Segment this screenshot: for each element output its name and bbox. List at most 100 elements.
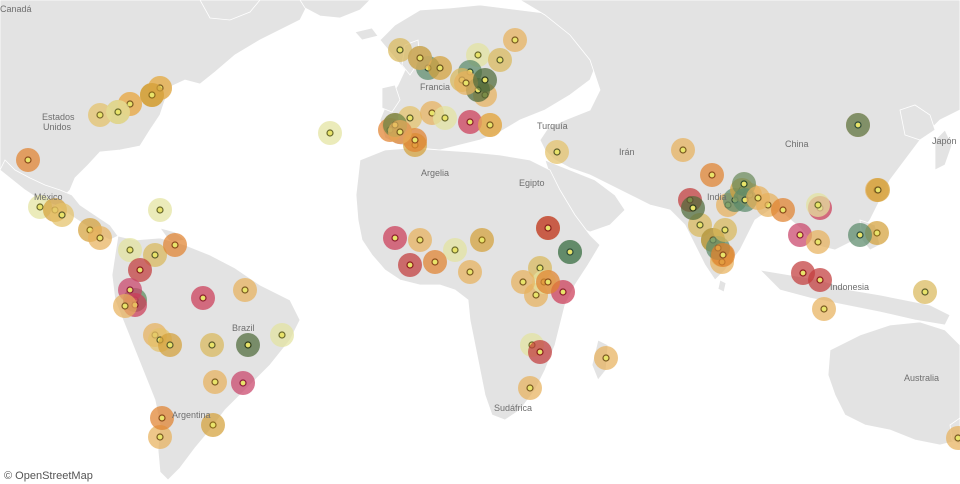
location-marker[interactable] (946, 426, 960, 450)
location-marker[interactable] (16, 148, 40, 172)
location-marker[interactable] (458, 260, 482, 284)
marker-center-dot (126, 100, 134, 108)
location-marker[interactable] (558, 240, 582, 264)
location-marker[interactable] (808, 268, 832, 292)
location-marker[interactable] (318, 121, 342, 145)
marker-center-dot (451, 246, 459, 254)
location-marker[interactable] (511, 270, 535, 294)
marker-center-dot (532, 291, 540, 299)
location-marker[interactable] (518, 376, 542, 400)
marker-center-dot (474, 51, 482, 59)
location-marker[interactable] (443, 238, 467, 262)
location-marker[interactable] (470, 228, 494, 252)
location-marker[interactable] (163, 233, 187, 257)
location-marker[interactable] (191, 286, 215, 310)
marker-center-dot (816, 276, 824, 284)
marker-center-dot (326, 129, 334, 137)
location-marker[interactable] (50, 203, 74, 227)
location-marker[interactable] (398, 253, 422, 277)
label-usa: Estados Unidos (42, 112, 75, 132)
marker-center-dot (679, 146, 687, 154)
marker-center-dot (854, 121, 862, 129)
location-marker[interactable] (408, 46, 432, 70)
location-marker[interactable] (88, 226, 112, 250)
location-marker[interactable] (848, 223, 872, 247)
marker-center-dot (754, 194, 762, 202)
location-marker[interactable] (681, 196, 705, 220)
location-marker[interactable] (143, 243, 167, 267)
location-marker[interactable] (536, 270, 560, 294)
location-marker[interactable] (233, 278, 257, 302)
marker-center-dot (209, 421, 217, 429)
marker-center-dot (814, 238, 822, 246)
location-marker[interactable] (236, 333, 260, 357)
location-marker[interactable] (454, 71, 478, 95)
marker-center-dot (24, 156, 32, 164)
location-marker[interactable] (203, 370, 227, 394)
location-marker[interactable] (423, 250, 447, 274)
marker-center-dot (166, 341, 174, 349)
location-marker[interactable] (428, 56, 452, 80)
location-marker[interactable] (140, 83, 164, 107)
label-france: Francia (420, 82, 451, 92)
marker-center-dot (779, 206, 787, 214)
location-marker[interactable] (806, 230, 830, 254)
location-marker[interactable] (118, 238, 142, 262)
location-marker[interactable] (478, 113, 502, 137)
marker-center-dot (873, 229, 881, 237)
location-marker[interactable] (200, 333, 224, 357)
location-marker[interactable] (458, 110, 482, 134)
location-marker[interactable] (866, 178, 890, 202)
location-marker[interactable] (88, 103, 112, 127)
marker-center-dot (814, 201, 822, 209)
data-markers (16, 28, 960, 450)
location-marker[interactable] (771, 198, 795, 222)
marker-center-dot (708, 171, 716, 179)
map-attribution[interactable]: © OpenStreetMap (2, 470, 95, 482)
location-marker[interactable] (388, 38, 412, 62)
location-marker[interactable] (231, 371, 255, 395)
marker-center-dot (36, 203, 44, 211)
location-marker[interactable] (388, 120, 412, 144)
location-marker[interactable] (545, 140, 569, 164)
location-marker[interactable] (106, 100, 130, 124)
location-marker[interactable] (536, 216, 560, 240)
location-marker[interactable] (270, 323, 294, 347)
location-marker[interactable] (148, 425, 172, 449)
marker-center-dot (411, 136, 419, 144)
location-marker[interactable] (158, 333, 182, 357)
location-marker[interactable] (201, 413, 225, 437)
location-marker[interactable] (594, 346, 618, 370)
marker-center-dot (58, 211, 66, 219)
location-marker[interactable] (503, 28, 527, 52)
location-marker[interactable] (150, 406, 174, 430)
location-marker[interactable] (913, 280, 937, 304)
location-marker[interactable] (488, 48, 512, 72)
marker-center-dot (553, 148, 561, 156)
marker-center-dot (241, 286, 249, 294)
location-marker[interactable] (528, 340, 552, 364)
location-marker[interactable] (713, 218, 737, 242)
location-marker[interactable] (746, 186, 770, 210)
marker-center-dot (796, 231, 804, 239)
location-marker[interactable] (812, 297, 836, 321)
location-marker[interactable] (700, 163, 724, 187)
location-marker[interactable] (671, 138, 695, 162)
location-marker[interactable] (846, 113, 870, 137)
marker-center-dot (921, 288, 929, 296)
location-marker[interactable] (788, 223, 812, 247)
location-marker[interactable] (711, 243, 735, 267)
location-marker[interactable] (148, 198, 172, 222)
location-marker[interactable] (128, 258, 152, 282)
marker-center-dot (719, 251, 727, 259)
location-marker[interactable] (806, 193, 830, 217)
location-marker[interactable] (473, 68, 497, 92)
location-marker[interactable] (113, 294, 137, 318)
marker-center-dot (511, 36, 519, 44)
marker-center-dot (536, 264, 544, 272)
marker-center-dot (496, 56, 504, 64)
location-marker[interactable] (433, 106, 457, 130)
location-marker[interactable] (408, 228, 432, 252)
location-marker[interactable] (383, 226, 407, 250)
